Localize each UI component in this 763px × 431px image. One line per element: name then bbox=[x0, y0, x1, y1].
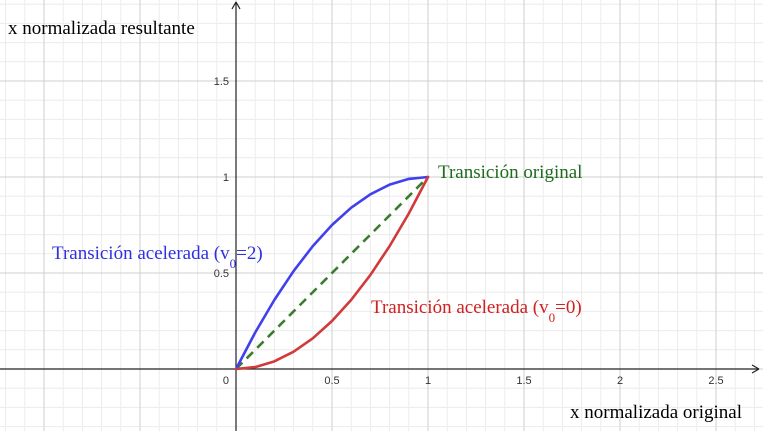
y-tick-label: 0.5 bbox=[214, 268, 229, 280]
label-v0-sub: 0 bbox=[549, 310, 556, 325]
x-tick-label: 1 bbox=[425, 375, 431, 387]
y-tick-label: 1.5 bbox=[214, 76, 229, 88]
y-tick-label: 1 bbox=[223, 172, 229, 184]
origin-tick-label: 0 bbox=[223, 375, 229, 387]
label-v0-tail: =0) bbox=[555, 297, 582, 318]
x-axis-arrow bbox=[751, 364, 760, 374]
x-tick-label: 0.5 bbox=[324, 375, 339, 387]
series-lines bbox=[234, 175, 430, 371]
x-tick-label: 2 bbox=[617, 375, 623, 387]
x-axis-title: x normalizada original bbox=[570, 402, 742, 423]
label-accelerated-v2: Transición acelerada (v0=2) bbox=[52, 243, 263, 271]
x-tick-label: 2.5 bbox=[708, 375, 723, 387]
series-accelerated-v0-line bbox=[234, 175, 430, 371]
x-tick-label: 1.5 bbox=[516, 375, 531, 387]
label-original-text: Transición original bbox=[438, 162, 582, 183]
label-original: Transición original bbox=[438, 162, 582, 183]
y-axis-arrow bbox=[231, 1, 241, 10]
tick-labels: 0.5 1 1.5 2 2.5 0.5 1 1.5 0 bbox=[214, 76, 724, 387]
label-v2-sub: 0 bbox=[230, 256, 237, 271]
label-v2-tail: =2) bbox=[236, 243, 263, 264]
label-v0-base: Transición acelerada (v bbox=[371, 297, 549, 318]
label-accelerated-v0: Transición acelerada (v0=0) bbox=[371, 297, 582, 325]
series-original-line bbox=[235, 176, 429, 370]
label-v2-base: Transición acelerada (v bbox=[52, 243, 230, 264]
y-axis-title: x normalizada resultante bbox=[8, 18, 195, 39]
series-accelerated-v2-line bbox=[234, 175, 430, 371]
